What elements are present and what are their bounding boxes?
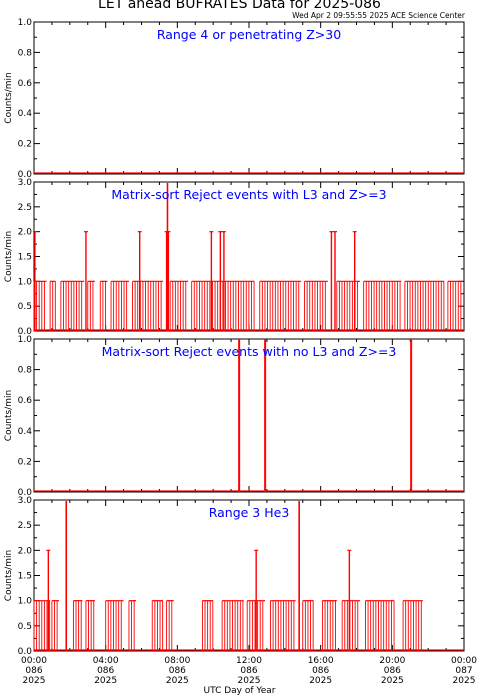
- panel-frame: [33, 338, 465, 493]
- x-tick-year: 2025: [23, 676, 46, 686]
- y-tick-label: 0.0: [18, 488, 33, 498]
- y-tick-label: 3.0: [18, 496, 33, 506]
- y-tick-label: 1.0: [18, 597, 33, 607]
- y-tick-label: 2.5: [18, 521, 32, 531]
- y-tick-label: 1.5: [18, 572, 32, 582]
- panel-frame: [33, 21, 465, 175]
- y-tick-label: 0.2: [18, 457, 32, 467]
- x-tick-doy: 086: [25, 666, 42, 676]
- y-tick-label: 0.4: [18, 427, 33, 437]
- y-tick-label: 0.0: [18, 647, 33, 657]
- timestamp-label: Wed Apr 2 09:55:55 2025 ACE Science Cent…: [292, 11, 465, 20]
- y-tick-label: 0.0: [18, 327, 33, 337]
- y-tick-label: 1.0: [18, 277, 33, 287]
- x-tick-doy: 086: [97, 666, 114, 676]
- y-tick-label: 0.6: [18, 396, 33, 406]
- y-tick-label: 2.0: [18, 546, 33, 556]
- y-tick-label: 0.5: [18, 622, 32, 632]
- panel-title: Matrix-sort Reject events with L3 and Z>…: [111, 187, 386, 202]
- y-axis-label: Counts/min: [4, 390, 14, 441]
- panel-title: Range 3 He3: [209, 505, 290, 520]
- y-tick-label: 0.4: [18, 109, 33, 119]
- y-tick-label: 0.6: [18, 79, 33, 89]
- x-tick-year: 2025: [166, 676, 189, 686]
- y-axis-label: Counts/min: [4, 550, 14, 601]
- y-tick-label: 0.8: [18, 366, 33, 376]
- x-tick-time: 00:00: [21, 656, 47, 666]
- x-tick-year: 2025: [94, 676, 117, 686]
- y-tick-label: 1.0: [18, 18, 33, 28]
- y-tick-label: 0.5: [18, 302, 32, 312]
- y-axis-label: Counts/min: [4, 231, 14, 282]
- x-tick-doy: 086: [384, 666, 401, 676]
- y-tick-label: 3.0: [18, 178, 33, 188]
- y-tick-label: 2.0: [18, 228, 33, 238]
- x-tick-doy: 086: [169, 666, 186, 676]
- x-tick-year: 2025: [381, 676, 404, 686]
- y-tick-label: 0.0: [18, 170, 33, 180]
- x-tick-time: 00:00: [451, 656, 477, 666]
- y-tick-label: 2.5: [18, 203, 32, 213]
- chart-title: LET ahead BUFRATES Data for 2025-086: [98, 0, 381, 12]
- x-tick-doy: 086: [240, 666, 257, 676]
- x-tick-time: 16:00: [308, 656, 334, 666]
- y-axis-label: Counts/min: [4, 72, 14, 123]
- x-tick-doy: 086: [312, 666, 329, 676]
- x-tick-year: 2025: [309, 676, 332, 686]
- x-tick-time: 12:00: [236, 656, 262, 666]
- x-tick-year: 2025: [453, 676, 476, 686]
- y-tick-label: 0.2: [18, 140, 32, 150]
- panel-title: Range 4 or penetrating Z>30: [157, 27, 341, 42]
- y-tick-label: 1.0: [18, 335, 33, 345]
- y-tick-label: 1.5: [18, 253, 32, 263]
- panel-title: Matrix-sort Reject events with no L3 and…: [102, 344, 397, 359]
- x-tick-time: 04:00: [93, 656, 119, 666]
- panel-frame: [33, 499, 465, 652]
- y-tick-label: 0.8: [18, 48, 33, 58]
- x-tick-time: 08:00: [164, 656, 190, 666]
- x-tick-year: 2025: [238, 676, 261, 686]
- x-tick-doy: 087: [455, 666, 472, 676]
- x-tick-time: 20:00: [379, 656, 405, 666]
- x-axis-label: UTC Day of Year: [203, 686, 276, 696]
